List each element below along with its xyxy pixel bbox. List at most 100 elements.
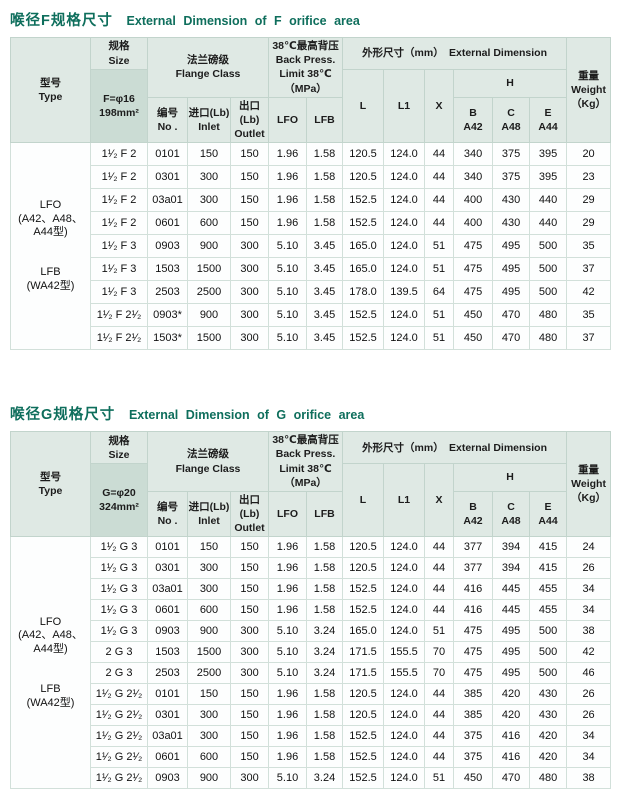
data-cell: 139.5 [383,280,426,305]
data-cell: 0601 [147,746,188,769]
data-cell: 300 [187,557,231,580]
size-cell: 1¹⁄₂ F 2¹⁄₂ [90,326,148,351]
col-header-h: H [453,463,568,492]
data-cell: 44 [424,746,455,769]
data-cell: 3.45 [306,303,344,328]
data-cell: 152.5 [342,599,385,622]
data-cell: 500 [529,620,568,643]
data-cell: 124.0 [383,683,426,706]
data-cell: 152.5 [342,725,385,748]
data-cell: 150 [187,683,231,706]
col-header-type: 型号 Type [10,431,91,538]
data-cell: 3.24 [306,641,344,664]
data-cell: 385 [453,704,494,727]
data-cell: 394 [492,557,531,580]
data-cell: 44 [424,165,455,190]
data-cell: 416 [492,725,531,748]
data-cell: 124.0 [383,234,426,259]
data-cell: 415 [529,536,568,559]
data-cell: 377 [453,557,494,580]
data-cell: 26 [566,557,612,580]
data-cell: 900 [187,234,231,259]
data-cell: 300 [229,641,270,664]
data-cell: 3.24 [306,662,344,685]
data-cell: 124.0 [383,142,426,167]
col-header-weight: 重量 Weight （Kg） [566,431,612,538]
data-cell: 416 [492,746,531,769]
data-cell: 450 [453,303,494,328]
data-cell: 0601 [147,211,188,236]
data-cell: 165.0 [342,234,385,259]
table-row: 1¹⁄₂ F 2¹⁄₂ 0903* 900 300 5.10 3.45 152.5 124.0… [11,303,612,328]
data-cell: 152.5 [342,326,385,351]
data-cell: 3.45 [306,257,344,282]
data-cell: 300 [229,280,270,305]
data-cell: 1.58 [306,188,344,213]
data-cell: 150 [229,746,270,769]
data-cell: 415 [529,557,568,580]
data-cell: 416 [453,599,494,622]
data-cell: 120.5 [342,536,385,559]
table-row: LFO (A42、A48、 A44型) LFB (WA42型) 1¹⁄₂ G 3 01… [10,536,612,789]
data-cell: 150 [229,683,270,706]
data-cell: 450 [453,767,494,789]
data-cell: 420 [492,683,531,706]
data-cell: 300 [187,188,231,213]
data-cell: 0301 [147,165,188,190]
data-cell: 124.0 [383,303,426,328]
data-cell: 1.58 [306,165,344,190]
data-cell: 155.5 [383,662,426,685]
data-cell: 300 [229,767,270,789]
data-cell: 375 [453,725,494,748]
section-title-g-zh: 喉径G规格尺寸 [10,407,116,424]
data-cell: 1.96 [268,536,308,559]
data-cell: 3.24 [306,620,344,643]
data-cell: 5.10 [268,662,308,685]
data-cell: 480 [529,303,568,328]
data-cell: 495 [492,662,531,685]
table-row: 1¹⁄₂ G 3 0903 900 300 5.10 3.24 165.0 124.0 51 47… [11,620,612,643]
data-cell: 152.5 [342,303,385,328]
data-cell: 900 [187,303,231,328]
data-cell: 416 [453,578,494,601]
type-group-label: LFO (A42、A48、 A44型) [18,198,83,239]
data-cell: 0903 [147,234,188,259]
data-cell: 500 [529,662,568,685]
section-title-g: 喉径G规格尺寸 External Dimension of G orifice … [10,402,610,425]
size-cell: 1¹⁄₂ F 2 [90,188,148,213]
type-group-cell: LFO (A42、A48、 A44型) LFB (WA42型) [10,536,91,789]
data-cell: 1.96 [268,142,308,167]
spec-table-g: 型号 Type 规格 Size 法兰磅级 Flange Class 38℃最高背… [10,431,612,789]
data-cell: 44 [424,557,455,580]
data-cell: 430 [529,683,568,706]
data-cell: 5.10 [268,620,308,643]
data-cell: 1.96 [268,578,308,601]
data-cell: 420 [529,725,568,748]
data-cell: 124.0 [383,536,426,559]
size-cell: 2 G 3 [90,662,148,685]
data-cell: 42 [566,641,612,664]
data-cell: 300 [229,662,270,685]
data-cell: 5.10 [268,234,308,259]
data-cell: 300 [229,620,270,643]
data-cell: 152.5 [342,188,385,213]
data-cell: 440 [529,188,568,213]
data-cell: 430 [529,704,568,727]
data-cell: 44 [424,211,455,236]
data-cell: 24 [566,536,612,559]
data-cell: 5.10 [268,641,308,664]
data-cell: 150 [229,725,270,748]
data-cell: 1.96 [268,188,308,213]
data-cell: 475 [453,620,494,643]
table-row: 1¹⁄₂ F 2 03a01 300 150 1.96 1.58 152.5 124.0 44 4… [11,188,612,213]
data-cell: 120.5 [342,704,385,727]
data-cell: 3.24 [306,767,344,789]
size-cell: 1¹⁄₂ G 2¹⁄₂ [90,725,148,748]
data-cell: 375 [453,746,494,769]
data-cell: 375 [492,165,531,190]
table-row: 1¹⁄₂ G 2¹⁄₂ 0903 900 300 5.10 3.24 152.5 124.0 5… [11,767,612,789]
data-cell: 1503* [147,326,188,351]
data-cell: 38 [566,767,612,789]
section-title-g-en: External Dimension of G orifice area [128,408,365,423]
data-cell: 150 [229,704,270,727]
